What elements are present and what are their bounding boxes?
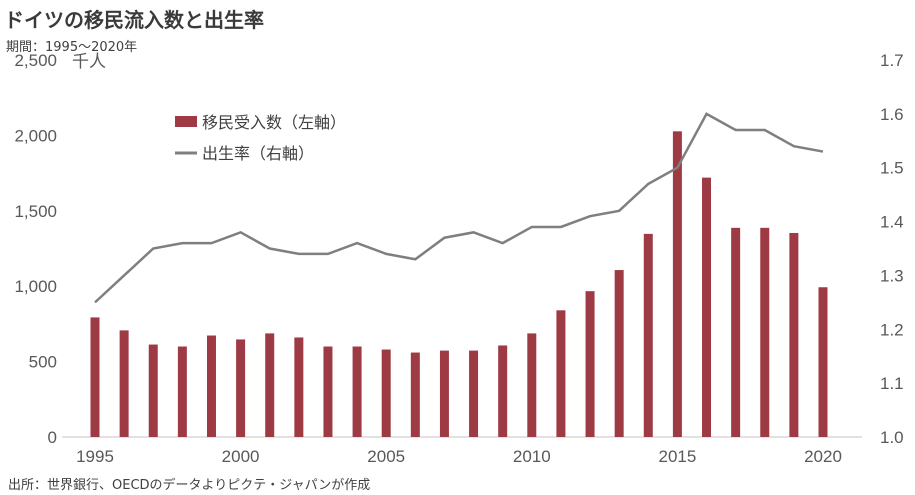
right-axis-tick: 1.0: [880, 428, 904, 447]
bar-2012: [585, 291, 595, 437]
chart-subtitle: 期間：1995～2020年: [6, 40, 138, 55]
legend: 移民受入数（左軸） 出生率（右軸）: [175, 113, 346, 163]
bar-2006: [410, 352, 420, 437]
bar-2009: [498, 345, 508, 437]
bar-2011: [556, 310, 566, 437]
bar-2005: [381, 349, 391, 437]
x-axis-tick: 2010: [513, 447, 551, 466]
bar-1995: [90, 317, 100, 437]
left-axis-tick: 500: [29, 353, 57, 372]
bar-2018: [760, 227, 770, 437]
bar-2010: [527, 333, 537, 437]
left-axis-tick: 0: [48, 428, 57, 447]
right-axis-tick: 1.3: [880, 266, 904, 285]
bar-2019: [789, 232, 799, 437]
source-note: 出所：世界銀行、OECDのデータよりピクテ・ジャパンが作成: [8, 478, 371, 493]
x-axis-tick: 1995: [76, 447, 114, 466]
bar-1997: [148, 344, 158, 437]
x-axis-tick: 2015: [658, 447, 696, 466]
bar-2004: [352, 346, 362, 437]
right-axis-tick: 1.7: [880, 51, 904, 70]
bar-2008: [469, 350, 479, 437]
legend-line-label: 出生率（右軸）: [202, 144, 314, 163]
left-axis-tick: 1,000: [14, 277, 57, 296]
left-axis-tick: 2,000: [14, 126, 57, 145]
bar-1998: [177, 346, 187, 437]
bar-2000: [236, 339, 246, 437]
left-axis-tick: 1,500: [14, 202, 57, 221]
right-axis-tick: 1.5: [880, 159, 904, 178]
x-axis-tick: 2000: [222, 447, 260, 466]
right-axis-tick: 1.2: [880, 320, 904, 339]
bar-2016: [702, 177, 712, 437]
legend-bar-label: 移民受入数（左軸）: [202, 113, 346, 132]
bar-2014: [643, 233, 653, 437]
right-axis-tick: 1.4: [880, 213, 904, 232]
bar-2020: [818, 287, 828, 437]
birth-rate-line: [94, 112, 824, 304]
bar-1999: [206, 335, 216, 437]
bar-2013: [614, 270, 624, 437]
bar-2015: [672, 131, 682, 437]
chart-title: ドイツの移民流入数と出生率: [4, 8, 264, 32]
bar-2007: [439, 350, 449, 437]
x-axis-tick: 2005: [367, 447, 405, 466]
right-axis-tick: 1.6: [880, 105, 904, 124]
bar-2003: [323, 346, 333, 437]
bar-2001: [265, 333, 275, 437]
bar-2017: [731, 227, 741, 437]
bar-1996: [119, 330, 129, 437]
right-axis-tick: 1.1: [880, 374, 904, 393]
legend-bar-swatch: [175, 116, 197, 127]
left-axis-tick: 2,500: [14, 51, 57, 70]
bar-2002: [294, 337, 304, 437]
x-axis-tick: 2020: [804, 447, 842, 466]
left-axis-unit: 千人: [72, 52, 106, 71]
